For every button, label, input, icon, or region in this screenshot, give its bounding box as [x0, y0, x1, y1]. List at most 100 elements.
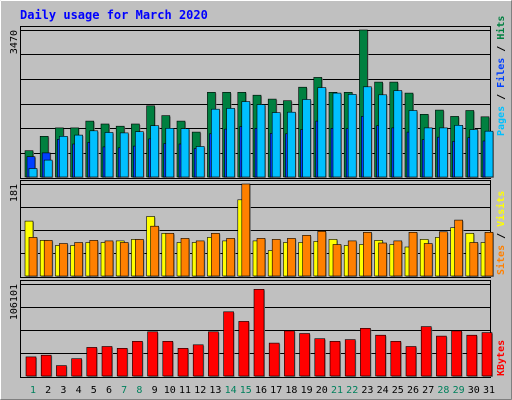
sites-bar — [302, 235, 311, 277]
kbytes-bar — [162, 340, 174, 377]
day-label: 8 — [136, 385, 142, 396]
day-label: 29 — [453, 385, 465, 396]
sites-bar — [408, 232, 418, 277]
sites-bar — [363, 232, 372, 277]
pages-bar — [484, 130, 494, 178]
pages-bar — [43, 159, 53, 178]
kbytes-bar — [344, 339, 356, 377]
sites-bar — [74, 242, 83, 277]
pages-bar — [211, 108, 220, 178]
pages-bar — [241, 101, 251, 178]
visits-y-max-label: 181 — [9, 184, 20, 202]
day-label: 15 — [240, 385, 252, 396]
sites-bar — [332, 244, 342, 277]
sites-bar — [287, 238, 296, 277]
pages-bar — [195, 146, 205, 178]
pages-bar — [439, 127, 448, 178]
kbytes-bar — [481, 332, 493, 377]
kbytes-bar — [451, 330, 462, 377]
day-label: 21 — [331, 385, 343, 396]
day-label: 26 — [407, 385, 419, 396]
pages-bar — [256, 104, 266, 178]
pages-bar — [150, 125, 159, 178]
day-label: 31 — [483, 385, 495, 396]
kbytes-bar — [56, 365, 67, 377]
day-label: 16 — [255, 385, 267, 396]
kbytes-bar — [268, 342, 280, 377]
kbytes-bar — [101, 346, 113, 377]
day-label: 25 — [392, 385, 404, 396]
bar-marks — [24, 29, 494, 378]
legend-entry: Sites — [495, 245, 507, 275]
legend-entry: Visits — [495, 191, 507, 227]
kbytes-bar — [360, 327, 371, 377]
pages-bar — [89, 130, 99, 178]
sites-bar — [454, 219, 463, 277]
hits-legend: Pages / Files / Hits — [495, 16, 507, 136]
pages-bar — [408, 110, 418, 178]
kbytes-bar — [177, 347, 189, 377]
pages-bar — [469, 129, 479, 178]
pages-bar — [165, 128, 175, 178]
sites-bar — [423, 243, 433, 277]
kbytes-bar — [284, 330, 295, 377]
kbytes-bar — [405, 346, 417, 377]
legend-separator: / — [496, 88, 507, 106]
sites-bar — [165, 233, 175, 277]
sites-bar — [135, 239, 144, 277]
sites-bar — [241, 183, 251, 277]
day-label: 20 — [316, 385, 328, 396]
pages-bar — [271, 112, 281, 178]
kbytes-bar — [466, 334, 478, 377]
legend-entry: Pages — [496, 106, 507, 136]
kbytes-bar — [208, 331, 219, 377]
day-label: 9 — [152, 385, 158, 396]
sites-bar — [469, 242, 479, 277]
kbytes-bar — [71, 358, 82, 377]
pages-bar — [363, 86, 372, 178]
sites-bar — [104, 240, 114, 277]
pages-bar — [287, 111, 296, 178]
kbytes-bar — [375, 334, 386, 377]
pages-bar — [59, 136, 68, 178]
day-label: 4 — [76, 385, 82, 396]
day-label: 13 — [209, 385, 221, 396]
sites-bar — [393, 240, 403, 277]
day-label: 17 — [270, 385, 282, 396]
day-label: 28 — [437, 385, 449, 396]
pages-bar — [28, 168, 38, 178]
kbytes-bar — [390, 340, 402, 377]
day-label: 14 — [225, 385, 237, 396]
kbytes-bar — [238, 321, 250, 377]
sites-bar — [226, 238, 235, 277]
kbytes-bar — [192, 344, 204, 377]
pages-bar — [119, 132, 129, 178]
kbytes-bar — [329, 340, 341, 377]
day-label: 2 — [45, 385, 51, 396]
sites-bar — [59, 243, 68, 277]
pages-bar — [454, 125, 463, 178]
kbytes-bar — [40, 354, 52, 377]
day-label: 22 — [346, 385, 358, 396]
x-axis-day-labels: 1 2 3 4 5 6 7 8 9 10 11 12 13 14 15 16 17 18 19 20 21 22 23 24 2… — [30, 385, 495, 396]
day-label: 5 — [91, 385, 97, 396]
day-label: 19 — [301, 385, 313, 396]
sites-bar — [28, 237, 38, 277]
legend-entry: KBytes — [496, 340, 507, 376]
kbytes-legend: KBytes — [496, 340, 507, 376]
kbytes-bar — [25, 356, 37, 377]
sites-bar — [439, 231, 448, 277]
pages-bar — [332, 92, 342, 178]
legend-entry: Hits — [495, 16, 507, 40]
sites-bar — [195, 240, 205, 277]
pages-bar — [423, 127, 433, 178]
sites-bar — [211, 233, 220, 277]
kbytes-bar — [86, 347, 98, 377]
pages-bar — [226, 108, 235, 178]
sites-bar — [378, 242, 387, 277]
sites-bar — [256, 238, 266, 277]
kbytes-bar — [253, 288, 265, 377]
visits-legend: Sites / Visits — [495, 191, 507, 275]
legend-separator: / — [496, 227, 507, 245]
